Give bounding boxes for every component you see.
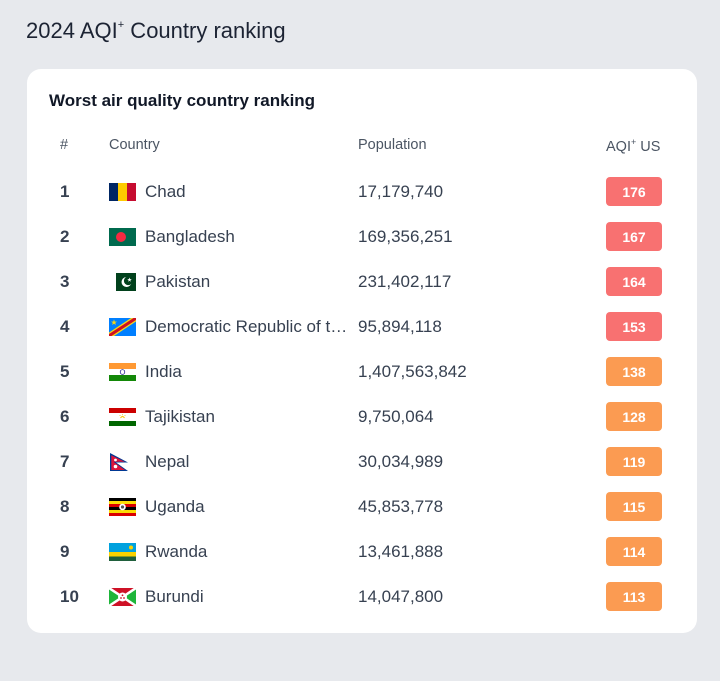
rank-number: 4 [60,317,70,336]
table-row: 3 Pakistan 231,402,117 164 [27,263,697,308]
page-title-superscript: + [117,18,125,31]
country-name-link[interactable]: India [145,362,182,381]
population-value: 30,034,989 [358,452,444,471]
table-row: 9 Rwanda 13,461,888 114 [27,533,697,578]
country-name-link[interactable]: Chad [145,182,186,201]
aqi-badge: 176 [606,177,662,206]
table-row: 6 Tajikistan 9,750,064 128 [27,398,697,443]
country-name-link[interactable]: Democratic Republic of the Congo [145,317,353,336]
rank-number: 7 [60,452,70,471]
bangladesh-flag-icon [109,228,136,246]
table-row: 7 Nepal 30,034,989 119 [27,443,697,488]
rank-number: 1 [60,182,70,201]
population-value: 231,402,117 [358,272,452,291]
uganda-flag-icon [109,498,136,516]
rank-number: 3 [60,272,70,291]
india-flag-icon [109,363,136,381]
card-title: Worst air quality country ranking [49,91,316,110]
aqi-header-main: AQI [606,138,631,155]
country-name-link[interactable]: Pakistan [145,272,211,291]
population-value: 95,894,118 [358,317,442,336]
population-value: 17,179,740 [358,182,444,201]
population-value: 45,853,778 [358,497,444,516]
aqi-header-superscript: + [630,137,637,147]
ranking-card: Worst air quality country ranking # Coun… [27,69,697,633]
rank-column-header: # [60,137,69,153]
aqi-badge: 113 [606,582,662,611]
country-name-link[interactable]: Burundi [145,587,204,606]
table-row: 2 Bangladesh 169,356,251 167 [27,218,697,263]
rank-number: 10 [60,587,79,606]
rank-number: 8 [60,497,70,516]
rwanda-flag-icon [109,543,136,561]
aqi-column-header: AQI+ US [606,137,660,155]
page-title: 2024 AQI+ Country ranking [26,18,286,44]
aqi-badge: 153 [606,312,662,341]
dr-congo-flag-icon [109,318,136,336]
table-row: 5 India 1,407,563,842 138 [27,353,697,398]
table-row: 1 Chad 17,179,740 176 [27,173,697,218]
tajikistan-flag-icon [109,408,136,426]
aqi-badge: 164 [606,267,662,296]
rank-number: 6 [60,407,70,426]
country-name-link[interactable]: Uganda [145,497,205,516]
burundi-flag-icon [109,588,136,606]
aqi-badge: 114 [606,537,662,566]
country-name-link[interactable]: Nepal [145,452,190,471]
aqi-badge: 128 [606,402,662,431]
population-value: 169,356,251 [358,227,453,246]
table-row: 10 Burundi 14,047,800 113 [27,578,697,623]
rank-number: 5 [60,362,70,381]
country-name-link[interactable]: Tajikistan [145,407,215,426]
aqi-badge: 167 [606,222,662,251]
rank-number: 2 [60,227,70,246]
aqi-badge: 119 [606,447,662,476]
country-name-link[interactable]: Rwanda [145,542,208,561]
table-row: 8 Uganda 45,853,778 115 [27,488,697,533]
population-value: 14,047,800 [358,587,444,606]
aqi-badge: 115 [606,492,662,521]
country-column-header: Country [109,137,160,153]
pakistan-flag-icon [109,273,136,291]
aqi-badge: 138 [606,357,662,386]
population-value: 13,461,888 [358,542,444,561]
nepal-flag-icon [110,453,128,471]
table-row: 4 Democratic Republic of the Congo 95,894,… [27,308,697,353]
country-name-link[interactable]: Bangladesh [145,227,235,246]
aqi-header-rest: US [636,138,661,155]
population-value: 9,750,064 [358,407,434,426]
page-title-main: 2024 AQI [26,18,118,43]
rank-number: 9 [60,542,70,561]
page-title-rest: Country ranking [124,18,286,43]
population-column-header: Population [358,137,427,153]
population-value: 1,407,563,842 [358,362,467,381]
chad-flag-icon [109,183,136,201]
